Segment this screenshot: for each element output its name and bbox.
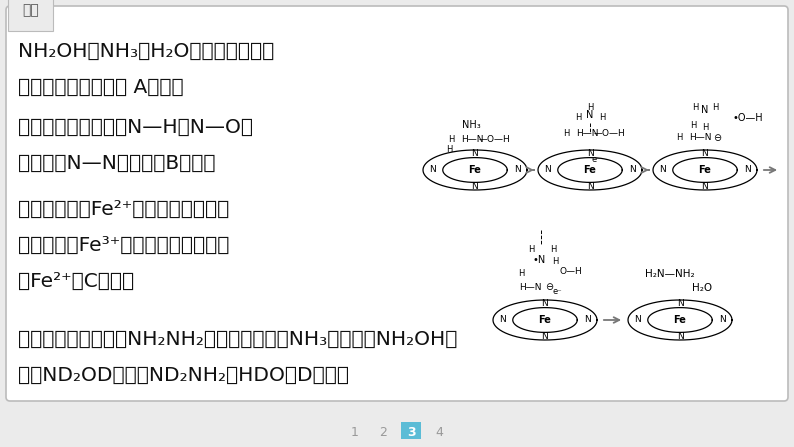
Text: N: N [702,182,708,191]
Text: Fe: Fe [538,315,552,325]
Text: 裂，还有N—N的生成，B正确；: 裂，还有N—N的生成，B正确； [18,154,215,173]
Text: N: N [587,182,593,191]
Text: N: N [584,316,591,325]
Text: N: N [702,149,708,158]
Text: H: H [676,134,682,143]
Text: H₂N—NH₂: H₂N—NH₂ [646,269,695,279]
Text: H: H [711,104,719,113]
Text: NH₂OH、NH₃、H₂O的电荷分布都不: NH₂OH、NH₃、H₂O的电荷分布都不 [18,42,274,61]
Text: 换为ND₂OD，得到ND₂NH₂和HDO，D错误。: 换为ND₂OD，得到ND₂NH₂和HDO，D错误。 [18,366,349,385]
Text: e⁻: e⁻ [552,287,562,296]
Text: 1: 1 [351,426,359,439]
Text: 均匀，为极性分子， A正确；: 均匀，为极性分子， A正确； [18,78,183,97]
Text: 解析: 解析 [22,3,39,17]
Text: H—N: H—N [461,135,484,144]
Text: N: N [542,299,549,308]
Text: H: H [575,114,581,122]
Text: N: N [634,316,641,325]
Text: N: N [515,165,521,174]
Text: N: N [676,332,684,341]
Text: H: H [549,245,556,254]
Text: O—H: O—H [559,267,582,277]
Text: 反应过程中，生成的NH₂NH₂有两个氢来源于NH₃，所以将NH₂OH替: 反应过程中，生成的NH₂NH₂有两个氢来源于NH₃，所以将NH₂OH替 [18,330,457,349]
Text: N: N [472,149,478,158]
Text: •O—H: •O—H [733,113,764,123]
Text: Fe: Fe [699,165,711,175]
Text: Fe: Fe [584,165,596,175]
Text: Fe: Fe [673,315,687,325]
Text: N: N [701,105,709,115]
Text: H: H [445,146,453,155]
Text: N: N [676,299,684,308]
Text: —O—H: —O—H [594,130,626,139]
Text: H: H [702,123,708,132]
Text: H: H [518,269,524,278]
Text: 4: 4 [435,426,443,439]
Text: N: N [429,165,436,174]
Text: H—N: H—N [519,283,542,291]
Text: H: H [563,130,569,139]
Text: H—N: H—N [576,130,599,139]
FancyBboxPatch shape [401,422,421,439]
Text: ⊖: ⊖ [545,282,553,292]
Text: —O—H: —O—H [479,135,511,144]
Text: 由反应历程可知，有N—H、N—O断: 由反应历程可知，有N—H、N—O断 [18,118,253,137]
Text: N: N [586,110,594,120]
Text: N: N [472,182,478,191]
Text: H: H [692,104,698,113]
Text: ⊖: ⊖ [713,133,721,143]
Text: N: N [719,316,726,325]
Text: N: N [542,332,549,341]
Text: H: H [587,104,593,113]
Text: H: H [599,114,605,122]
Text: N: N [587,149,593,158]
Text: H: H [690,122,696,131]
Text: H: H [552,257,558,266]
Text: H—N: H—N [689,134,711,143]
Text: NH₃: NH₃ [461,120,480,130]
Text: 2: 2 [379,426,387,439]
Text: N: N [659,165,665,174]
Text: N: N [499,316,506,325]
Text: 成Fe²⁺，C正确；: 成Fe²⁺，C正确； [18,272,134,291]
Text: Fe: Fe [468,165,481,175]
Text: H: H [528,245,534,254]
Text: N: N [744,165,751,174]
Text: e⁻: e⁻ [592,156,601,164]
Text: 化反应生成Fe³⁺，后面又得到电子生: 化反应生成Fe³⁺，后面又得到电子生 [18,236,229,255]
Text: N: N [544,165,551,174]
Text: •N: •N [532,255,545,265]
Text: H₂O: H₂O [692,283,712,293]
Text: N: N [630,165,636,174]
Text: 3: 3 [407,426,415,439]
FancyBboxPatch shape [6,6,788,401]
Text: 反应过程中，Fe²⁺先失去电子发生氧: 反应过程中，Fe²⁺先失去电子发生氧 [18,200,229,219]
Text: H: H [448,135,454,144]
